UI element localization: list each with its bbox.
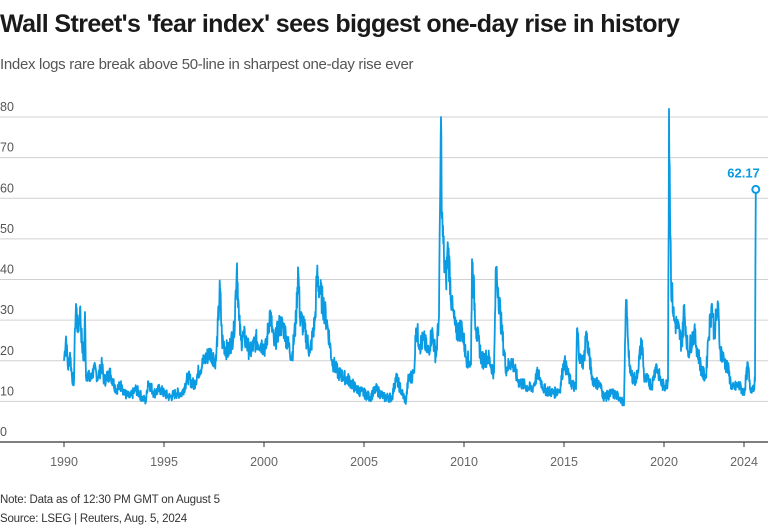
- chart-source: Source: LSEG | Reuters, Aug. 5, 2024: [0, 513, 187, 525]
- y-tick-label: 50: [0, 222, 14, 236]
- y-tick-label: 30: [0, 303, 14, 317]
- x-tick-label: 2005: [350, 455, 378, 469]
- series-line-vix: [63, 108, 757, 407]
- chart-title: Wall Street's 'fear index' sees biggest …: [0, 10, 680, 38]
- y-tick-label: 10: [0, 384, 14, 398]
- annotation-label: 62.17: [727, 165, 760, 180]
- y-tick-label: 60: [0, 181, 14, 195]
- x-tick-label: 2000: [250, 455, 278, 469]
- series-layer: [63, 108, 757, 407]
- annotation-marker: [751, 184, 761, 194]
- x-tick-label: 1995: [150, 455, 178, 469]
- x-tick-label: 2020: [650, 455, 678, 469]
- gridlines: [0, 116, 768, 402]
- x-axis: 1990 1995 2000 2005 2010 2015 2020 2024: [0, 441, 768, 469]
- y-tick-label: 0: [0, 425, 7, 439]
- vix-line-chart: 0 10 20 30 40 50 60 70 80 1990 1995 2000 2005 2010 20…: [0, 100, 768, 469]
- y-tick-label: 70: [0, 141, 14, 155]
- annotation-layer: 62.17: [727, 165, 761, 194]
- x-tick-label: 1990: [50, 455, 78, 469]
- chart-subtitle: Index logs rare break above 50-line in s…: [0, 56, 414, 73]
- x-tick-label: 2024: [730, 455, 758, 469]
- y-axis-ticks: 0 10 20 30 40 50 60 70 80: [0, 100, 14, 439]
- chart-note: Note: Data as of 12:30 PM GMT on August …: [0, 494, 220, 506]
- x-tick-label: 2015: [550, 455, 578, 469]
- y-tick-label: 20: [0, 344, 14, 358]
- y-tick-label: 80: [0, 100, 14, 114]
- y-tick-label: 40: [0, 263, 14, 277]
- x-tick-label: 2010: [450, 455, 478, 469]
